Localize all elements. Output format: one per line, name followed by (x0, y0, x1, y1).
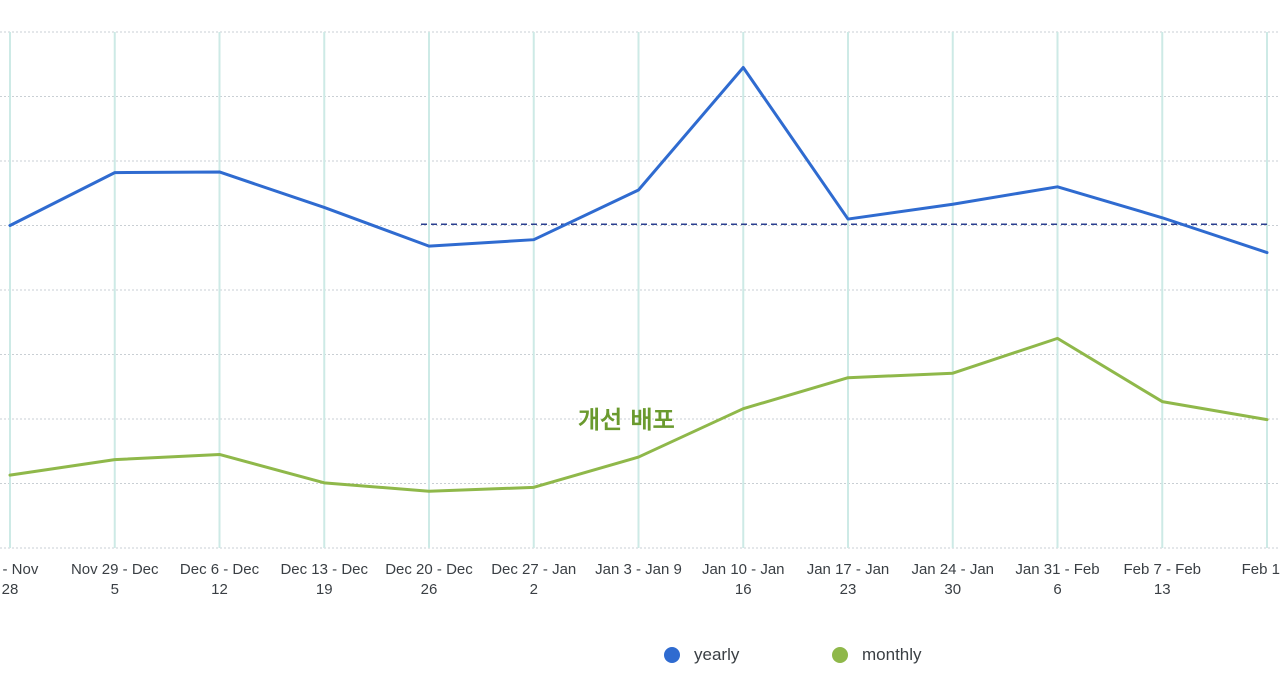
legend: yearly monthly (0, 645, 1280, 669)
x-axis-tick-labels: 22 - Nov 28 Nov 29 - Dec 5 Dec 6 - Dec 12 Dec … (0, 561, 1280, 598)
series-line-yearly (8, 65, 1269, 255)
x-tick-label: 13 (1154, 581, 1171, 598)
annotation-label: 개선 배포 (578, 406, 675, 434)
x-tick-label: 5 (111, 581, 119, 598)
x-tick-label: Jan 24 - Jan (911, 561, 994, 578)
x-tick-label: Nov 29 - Dec (71, 561, 159, 578)
x-tick-label: Jan 17 - Jan (807, 561, 890, 578)
legend-item-monthly[interactable]: monthly (832, 645, 922, 665)
series-line-monthly (8, 336, 1269, 493)
x-tick-label: Jan 3 - Jan 9 (595, 561, 682, 578)
series-lines (8, 65, 1269, 493)
x-tick-label: 6 (1053, 581, 1061, 598)
x-tick-label: Feb 1... (1242, 561, 1280, 578)
x-tick-label: Dec 6 - Dec (180, 561, 260, 578)
x-tick-label: 30 (944, 581, 961, 598)
x-tick-label: 22 - Nov (0, 561, 39, 578)
x-tick-label: 23 (840, 581, 857, 598)
x-tick-label: 12 (211, 581, 228, 598)
x-tick-label: Dec 27 - Jan (491, 561, 576, 578)
x-tick-label: 28 (2, 581, 19, 598)
legend-label-yearly: yearly (694, 645, 740, 664)
x-tick-label: Jan 10 - Jan (702, 561, 785, 578)
x-tick-label: Feb 7 - Feb (1123, 561, 1201, 578)
x-tick-label: 2 (530, 581, 538, 598)
x-tick-label: Jan 31 - Feb (1015, 561, 1099, 578)
x-tick-label: Dec 13 - Dec (280, 561, 368, 578)
legend-item-yearly[interactable]: yearly (664, 645, 739, 665)
x-tick-label: 26 (421, 581, 438, 598)
legend-label-monthly: monthly (862, 645, 922, 664)
horizontal-gridlines (0, 31, 1280, 549)
legend-marker-yearly (664, 647, 680, 663)
legend-marker-monthly (832, 647, 848, 663)
x-tick-label: Dec 20 - Dec (385, 561, 473, 578)
vertical-gridlines (9, 32, 1268, 548)
x-tick-label: 16 (735, 581, 752, 598)
x-tick-label: 19 (316, 581, 333, 598)
